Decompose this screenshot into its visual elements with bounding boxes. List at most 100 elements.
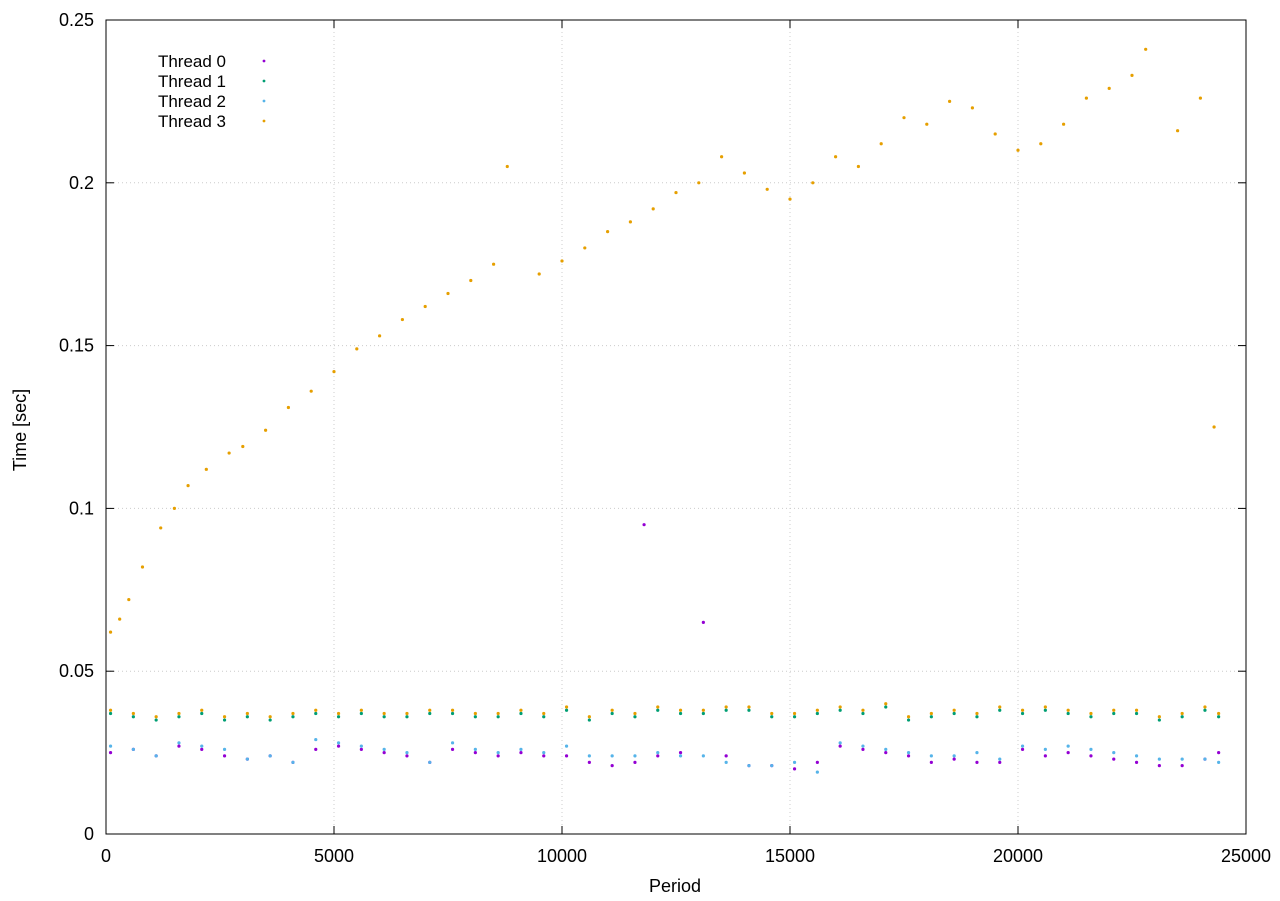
data-point — [450, 711, 455, 716]
x-tick-label: 10000 — [537, 846, 587, 866]
outlier-point — [159, 526, 163, 530]
data-point — [1043, 754, 1047, 758]
data-point — [747, 705, 751, 709]
legend-marker — [262, 79, 266, 83]
x-tick-label: 20000 — [993, 846, 1043, 866]
data-point — [929, 715, 933, 719]
outlier-point — [172, 506, 176, 510]
legend-label: Thread 1 — [158, 72, 226, 91]
data-point — [1020, 744, 1025, 748]
data-point — [701, 708, 705, 712]
data-point — [108, 711, 113, 716]
data-point — [861, 711, 865, 716]
data-point — [1089, 747, 1093, 751]
data-point — [1112, 711, 1116, 716]
data-point — [314, 708, 318, 712]
data-point — [542, 751, 546, 755]
data-point — [268, 754, 272, 758]
data-point — [268, 715, 272, 719]
outlier-point — [537, 272, 541, 276]
data-point — [587, 754, 591, 758]
y-axis-label: Time [sec] — [10, 389, 30, 471]
data-point — [1066, 744, 1070, 748]
data-point — [1217, 751, 1221, 755]
outlier-point — [720, 155, 724, 159]
data-point — [929, 711, 933, 716]
outlier-point — [1084, 96, 1088, 100]
outlier-point — [674, 190, 678, 195]
data-point — [177, 715, 181, 719]
outlier-point — [1016, 148, 1020, 152]
data-point — [154, 715, 158, 719]
data-point — [678, 711, 683, 716]
x-tick-label: 5000 — [314, 846, 354, 866]
data-point — [1203, 708, 1207, 712]
data-point — [177, 741, 181, 745]
data-point — [1134, 711, 1139, 716]
data-point — [656, 708, 660, 712]
legend-marker — [262, 119, 266, 123]
data-point — [564, 705, 569, 709]
data-point — [473, 715, 477, 719]
data-point — [405, 751, 409, 755]
data-point — [154, 718, 158, 722]
data-point — [1112, 708, 1116, 712]
data-point — [200, 711, 204, 716]
data-point — [975, 715, 979, 719]
data-point — [382, 747, 386, 751]
outlier-point — [446, 291, 450, 296]
data-point — [336, 715, 341, 719]
data-point — [1217, 715, 1221, 719]
outlier-point — [227, 451, 231, 455]
data-point — [975, 760, 979, 764]
data-point — [1157, 764, 1161, 768]
data-point — [1066, 711, 1070, 716]
data-point — [428, 711, 432, 716]
data-point — [838, 708, 842, 712]
outlier-point — [505, 164, 509, 169]
data-point — [245, 715, 249, 719]
y-tick-label: 0.25 — [59, 10, 94, 30]
data-point — [1112, 757, 1116, 761]
data-point — [245, 757, 249, 761]
data-point — [108, 751, 113, 755]
outlier-point — [560, 259, 564, 263]
data-point — [633, 760, 637, 764]
data-point — [815, 760, 819, 764]
data-point — [336, 711, 341, 716]
data-point — [1203, 705, 1207, 709]
data-point — [906, 715, 911, 719]
data-point — [610, 754, 614, 758]
data-point — [724, 760, 728, 764]
data-point — [222, 747, 227, 751]
data-point — [428, 760, 432, 764]
outlier-point — [140, 565, 145, 569]
outlier-point — [1062, 122, 1066, 126]
outlier-point — [811, 181, 815, 185]
data-point — [1066, 751, 1070, 755]
data-point — [1180, 711, 1184, 716]
outlier-point — [742, 171, 747, 175]
data-point — [998, 705, 1002, 709]
data-point — [405, 711, 409, 716]
outlier-point — [856, 164, 861, 169]
data-point — [314, 737, 318, 742]
outlier-point — [1107, 86, 1111, 90]
data-point — [1217, 711, 1221, 716]
series-3 — [108, 702, 1221, 719]
legend-label: Thread 3 — [158, 112, 226, 131]
y-tick-label: 0.1 — [69, 498, 94, 518]
data-point — [382, 711, 386, 716]
data-point — [610, 711, 614, 716]
outlier-point — [127, 597, 131, 602]
data-point — [1020, 708, 1025, 712]
data-point — [1020, 747, 1025, 751]
outlier-point — [651, 207, 655, 211]
legend-marker — [262, 59, 266, 63]
outlier-point — [697, 181, 701, 185]
x-tick-label: 15000 — [765, 846, 815, 866]
data-point — [359, 747, 363, 751]
outlier-point — [1176, 129, 1180, 133]
